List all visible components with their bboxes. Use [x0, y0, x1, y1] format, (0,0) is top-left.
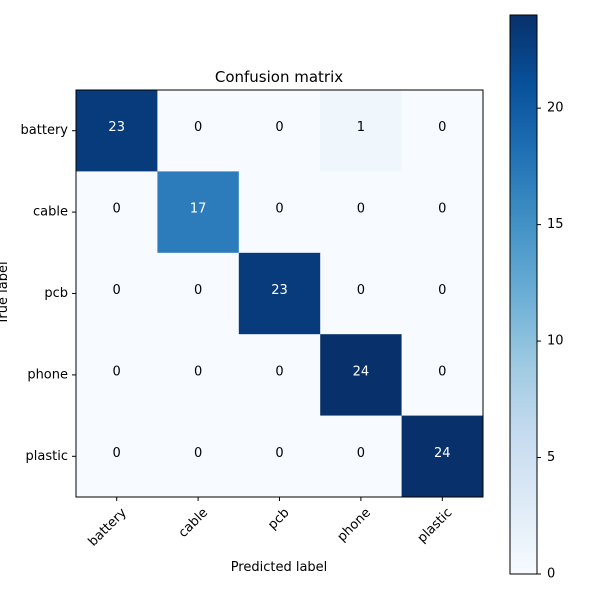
- colorbar-tick-label: 20: [547, 101, 564, 116]
- cell-value-label: 0: [275, 202, 283, 217]
- x-tick-label: phone: [335, 505, 374, 544]
- colorbar-tick-label: 0: [547, 567, 555, 582]
- heatmap-cell: [238, 171, 321, 254]
- cell-value-label: 0: [194, 120, 202, 135]
- x-tick-label: plastic: [415, 505, 456, 546]
- heatmap-cell: [76, 90, 158, 172]
- heatmap-cell: [320, 415, 402, 498]
- cell-value-label: 0: [357, 283, 365, 298]
- heatmap-cell: [401, 90, 484, 172]
- heatmap-cell: [238, 415, 321, 498]
- heatmap-cell: [157, 252, 240, 335]
- cell-value-label: 0: [113, 202, 121, 217]
- x-tick-label: cable: [176, 505, 211, 540]
- y-tick-label: pcb: [44, 286, 68, 301]
- heatmap-cell: [157, 90, 240, 172]
- chart-title: Confusion matrix: [215, 68, 343, 86]
- heatmap-cell: [157, 334, 240, 416]
- heatmap-cell-labels: 23 0 0 1 0 0 17 0 0 0 0 0 23 0 0 0 0 0 24 0 0 0 0 0 24: [108, 120, 450, 461]
- cell-value-label: 0: [438, 364, 446, 379]
- y-axis-ticks: battery cable pcb phone plastic: [21, 123, 76, 464]
- cell-value-label: 0: [275, 120, 283, 135]
- heatmap-cell: [76, 252, 158, 335]
- heatmap-cell: [401, 171, 484, 254]
- colorbar: [509, 14, 538, 575]
- cell-value-label: 0: [194, 364, 202, 379]
- cell-value-label: 0: [275, 364, 283, 379]
- heatmap-cell: [401, 334, 484, 416]
- y-tick-label: cable: [33, 205, 68, 220]
- heatmap-cell: [320, 334, 402, 416]
- colorbar-ticks: 0 5 10 15 20: [537, 101, 564, 582]
- cell-value-label: 23: [271, 283, 288, 298]
- cell-value-label: 0: [357, 446, 365, 461]
- cell-value-label: 0: [113, 283, 121, 298]
- heatmap-cell: [320, 171, 402, 254]
- cell-value-label: 24: [434, 446, 451, 461]
- heatmap-cell: [157, 171, 240, 254]
- cell-value-label: 0: [438, 283, 446, 298]
- cell-value-label: 17: [190, 202, 207, 217]
- cell-value-label: 23: [108, 120, 125, 135]
- cell-value-label: 0: [275, 446, 283, 461]
- cell-value-label: 0: [194, 446, 202, 461]
- cell-value-label: 0: [438, 120, 446, 135]
- cell-value-label: 24: [353, 364, 370, 379]
- heatmap-cell: [76, 334, 158, 416]
- x-axis-label: Predicted label: [231, 560, 328, 575]
- heatmap-cell: [238, 334, 321, 416]
- heatmap-cell: [238, 252, 321, 335]
- y-tick-label: phone: [27, 367, 68, 382]
- heatmap-cell: [320, 90, 402, 172]
- x-tick-label: battery: [86, 505, 130, 549]
- heatmap-cell: [320, 252, 402, 335]
- heatmap-cells: [76, 90, 484, 498]
- y-axis-label: True label: [0, 261, 11, 325]
- heatmap-cell: [76, 171, 158, 254]
- heatmap-cell: [238, 90, 321, 172]
- cell-value-label: 1: [357, 120, 365, 135]
- colorbar-tick-label: 5: [547, 450, 555, 465]
- cell-value-label: 0: [438, 202, 446, 217]
- x-axis-ticks: battery cable pcb phone plastic: [86, 497, 456, 550]
- heatmap-cell: [401, 252, 484, 335]
- cell-value-label: 0: [113, 364, 121, 379]
- y-tick-label: plastic: [26, 449, 68, 464]
- x-tick-label: pcb: [265, 505, 292, 532]
- cell-value-label: 0: [113, 446, 121, 461]
- heatmap-cell: [76, 415, 158, 498]
- colorbar-tick-label: 10: [547, 334, 564, 349]
- heatmap-cell: [401, 415, 484, 498]
- cell-value-label: 0: [357, 202, 365, 217]
- y-tick-label: battery: [21, 123, 69, 138]
- heatmap-cell: [157, 415, 240, 498]
- cell-value-label: 0: [194, 283, 202, 298]
- colorbar-tick-label: 15: [547, 217, 564, 232]
